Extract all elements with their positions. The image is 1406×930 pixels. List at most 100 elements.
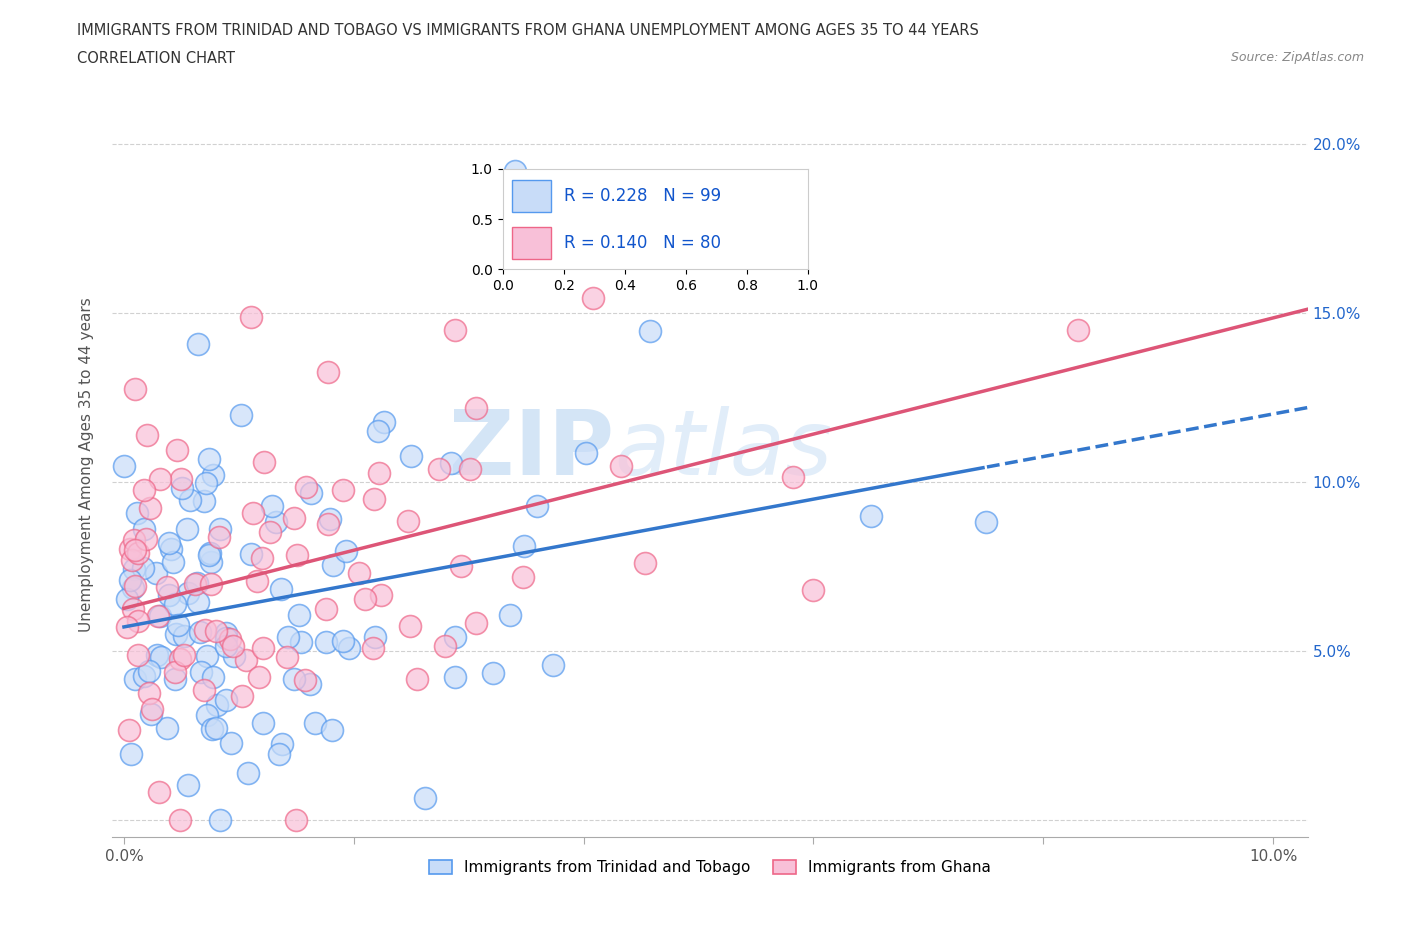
Point	[252, 715, 274, 730]
Point	[396, 513, 419, 528]
Point	[200, 577, 222, 591]
Point	[482, 665, 505, 680]
Point	[134, 522, 156, 537]
Point	[285, 547, 308, 562]
Point	[315, 601, 337, 616]
Point	[127, 648, 149, 663]
Point	[138, 685, 160, 700]
Point	[124, 578, 146, 593]
Point	[141, 707, 163, 722]
Point	[450, 559, 472, 574]
Text: CORRELATION CHART: CORRELATION CHART	[77, 51, 235, 66]
Point	[202, 670, 225, 684]
Point	[271, 737, 294, 751]
Point	[231, 407, 253, 422]
Point	[250, 551, 273, 565]
Point	[260, 498, 283, 513]
Point	[464, 401, 486, 416]
Point	[315, 635, 337, 650]
Point	[443, 630, 465, 644]
Point	[512, 569, 534, 584]
Point	[163, 672, 186, 687]
Point	[304, 716, 326, 731]
Point	[197, 451, 219, 466]
Point	[208, 522, 231, 537]
Point	[208, 813, 231, 828]
Point	[198, 548, 221, 563]
Point	[782, 470, 804, 485]
Point	[444, 669, 467, 684]
Point	[166, 443, 188, 458]
Point	[318, 512, 340, 526]
Point	[201, 722, 224, 737]
Point	[169, 813, 191, 828]
Point	[145, 565, 167, 580]
Point	[194, 476, 217, 491]
Point	[169, 652, 191, 667]
Point	[167, 618, 190, 633]
Point	[433, 639, 456, 654]
Point	[575, 445, 598, 460]
Point	[188, 624, 211, 639]
Point	[186, 576, 208, 591]
Point	[247, 670, 270, 684]
Point	[427, 461, 450, 476]
Point	[122, 580, 145, 595]
Point	[165, 665, 187, 680]
Point	[132, 669, 155, 684]
Point	[173, 629, 195, 644]
Text: Source: ZipAtlas.com: Source: ZipAtlas.com	[1230, 51, 1364, 64]
Point	[283, 671, 305, 686]
Point	[124, 542, 146, 557]
FancyBboxPatch shape	[512, 179, 551, 212]
Point	[499, 607, 522, 622]
Point	[121, 553, 143, 568]
Point	[138, 663, 160, 678]
Point	[179, 492, 201, 507]
Point	[115, 620, 138, 635]
Point	[149, 472, 172, 486]
Point	[270, 582, 292, 597]
Text: ZIP: ZIP	[450, 406, 614, 494]
Point	[160, 541, 183, 556]
Point	[803, 583, 825, 598]
Legend: Immigrants from Trinidad and Tobago, Immigrants from Ghana: Immigrants from Trinidad and Tobago, Imm…	[423, 854, 997, 882]
Point	[373, 415, 395, 430]
Point	[195, 649, 218, 664]
Point	[246, 573, 269, 588]
Point	[222, 639, 245, 654]
Point	[139, 500, 162, 515]
Point	[413, 790, 436, 805]
Point	[127, 614, 149, 629]
Point	[276, 650, 298, 665]
Point	[277, 630, 299, 644]
Point	[156, 579, 179, 594]
Point	[117, 591, 139, 606]
Point	[215, 638, 238, 653]
Point	[634, 555, 657, 570]
Point	[284, 813, 307, 828]
Point	[165, 627, 187, 642]
Point	[288, 607, 311, 622]
Point	[215, 693, 238, 708]
Point	[112, 458, 135, 473]
Text: atlas: atlas	[614, 406, 832, 494]
Point	[193, 494, 215, 509]
Point	[122, 533, 145, 548]
Point	[127, 546, 149, 561]
Point	[294, 672, 316, 687]
Point	[526, 498, 548, 513]
Point	[124, 382, 146, 397]
Point	[290, 634, 312, 649]
Point	[122, 601, 145, 616]
Point	[252, 641, 274, 656]
Point	[401, 449, 423, 464]
Point	[184, 576, 207, 591]
Point	[177, 777, 200, 792]
Point	[215, 625, 238, 640]
Point	[170, 472, 193, 487]
Point	[236, 765, 259, 780]
Point	[322, 558, 344, 573]
Point	[136, 428, 159, 443]
Point	[335, 544, 357, 559]
